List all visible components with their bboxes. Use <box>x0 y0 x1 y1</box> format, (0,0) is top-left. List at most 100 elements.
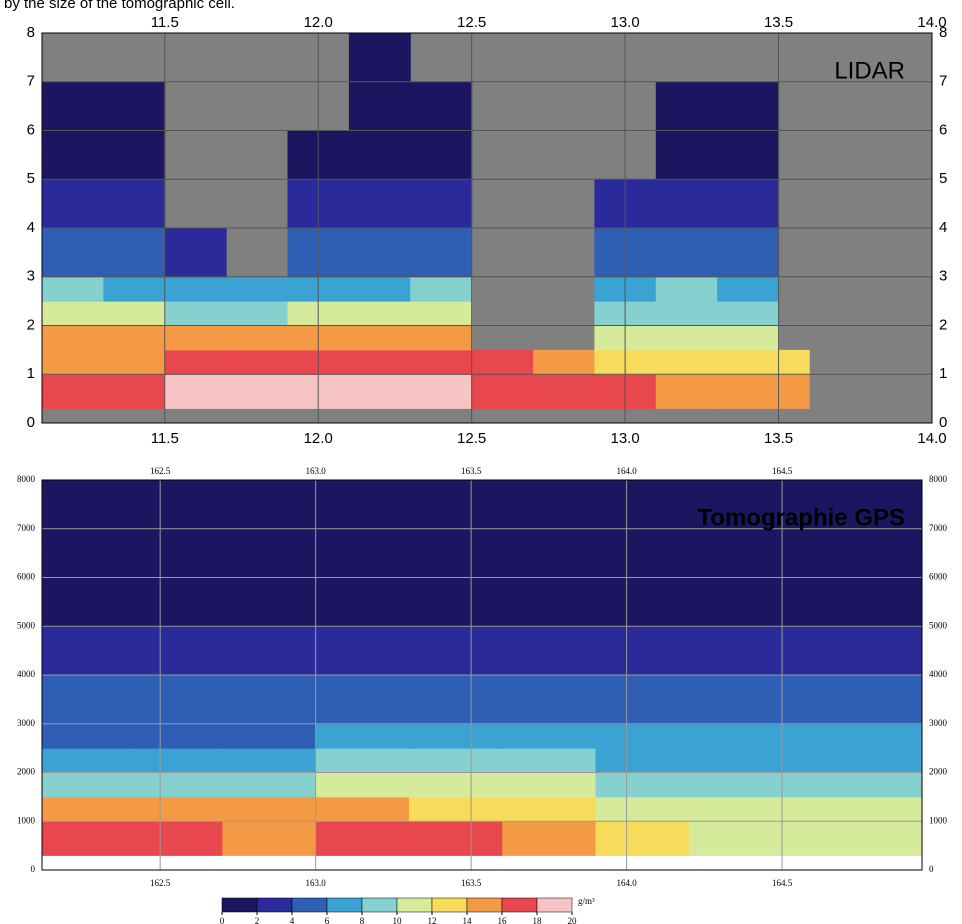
heatmap-cell <box>42 748 130 773</box>
heatmap-cell <box>595 821 690 856</box>
heatmap-cell <box>875 480 923 530</box>
heatmap-cell <box>348 228 411 278</box>
heatmap-cell <box>315 748 410 773</box>
heatmap-cell <box>103 130 166 180</box>
heatmap-cell <box>502 723 596 749</box>
x-tick-label: 13.5 <box>764 430 793 447</box>
x-tick-label-top: 164.0 <box>616 466 637 476</box>
heatmap-cell <box>129 675 223 725</box>
heatmap-cell <box>348 374 411 409</box>
colorbar-box <box>291 897 328 913</box>
heatmap-cell <box>129 480 223 530</box>
heatmap-cell <box>348 33 411 83</box>
heatmap-cell <box>595 626 690 676</box>
heatmap-cell <box>782 772 876 798</box>
heatmap-cell <box>782 626 876 676</box>
y-tick-label-right: 7000 <box>929 523 948 533</box>
heatmap-cell <box>688 772 783 798</box>
y-tick-label: 3 <box>27 268 35 285</box>
y-tick-label: 8 <box>27 24 35 41</box>
x-tick-label: 14.0 <box>917 430 946 447</box>
heatmap-cell <box>103 228 166 278</box>
heatmap-cell <box>408 723 503 749</box>
heatmap-cell <box>315 675 410 725</box>
heatmap-cell <box>782 480 876 530</box>
heatmap-cell <box>348 81 411 131</box>
y-tick-label: 1 <box>27 365 35 382</box>
heatmap-cell <box>502 480 596 530</box>
heatmap-cell <box>875 821 923 856</box>
y-tick-label-right: 7 <box>939 73 947 90</box>
heatmap-cell <box>875 748 923 773</box>
heatmap-cell <box>164 276 227 302</box>
heatmap-cell <box>42 349 104 375</box>
heatmap-cell <box>595 480 690 530</box>
heatmap-cell <box>103 349 166 375</box>
heatmap-cell <box>315 577 410 627</box>
heatmap-cell <box>655 228 718 278</box>
heatmap-cell <box>348 301 411 326</box>
x-tick-label: 11.5 <box>151 430 179 447</box>
heatmap-cell <box>655 349 718 375</box>
heatmap-cell <box>717 374 780 409</box>
colorbar-box <box>396 897 433 913</box>
heatmap-cell <box>502 626 596 676</box>
heatmap-cell <box>502 796 596 822</box>
heatmap-cell <box>103 276 166 302</box>
heatmap-cell <box>408 772 503 798</box>
y-tick-label: 2 <box>27 316 35 333</box>
heatmap-cell <box>875 528 923 578</box>
y-tick-label: 6000 <box>17 572 36 582</box>
heatmap-cell <box>595 748 690 773</box>
heatmap-cell <box>655 301 718 326</box>
y-tick-label-right: 4000 <box>929 669 948 679</box>
heatmap-cell <box>595 675 690 725</box>
y-tick-label-right: 2 <box>939 316 947 333</box>
heatmap-cell <box>222 626 317 676</box>
heatmap-cell <box>315 796 410 822</box>
heatmap-cell <box>655 325 718 351</box>
heatmap-cell <box>502 821 596 856</box>
colorbar-tick-label: 2 <box>255 916 260 924</box>
heatmap-cell <box>129 723 223 749</box>
heatmap-cell <box>875 577 923 627</box>
heatmap-cell <box>595 723 690 749</box>
heatmap-cell <box>778 349 810 375</box>
heatmap-cell <box>103 179 166 229</box>
colorbar-box <box>536 897 573 913</box>
heatmap-cell <box>778 374 810 409</box>
x-tick-label-top: 163.0 <box>306 466 327 476</box>
heatmap-cell <box>42 301 104 326</box>
heatmap-cell <box>410 81 473 131</box>
heatmap-cell <box>226 374 289 409</box>
x-tick-label: 12.0 <box>304 430 333 447</box>
y-tick-label-right: 5000 <box>929 620 948 630</box>
heatmap-cell <box>103 81 166 131</box>
heatmap-cell <box>129 528 223 578</box>
heatmap-cell <box>655 374 718 409</box>
heatmap-cell <box>226 349 289 375</box>
heatmap-cell <box>408 577 503 627</box>
heatmap-cell <box>42 480 130 530</box>
colorbar-tick-label: 14 <box>463 916 473 924</box>
heatmap-cell <box>875 772 923 798</box>
colorbar-box <box>326 897 363 913</box>
colorbar-tick-label: 20 <box>568 916 578 924</box>
heatmap-cell <box>315 772 410 798</box>
heatmap-cell <box>129 626 223 676</box>
heatmap-cell <box>408 480 503 530</box>
heatmap-cell <box>408 528 503 578</box>
heatmap-cell <box>348 276 411 302</box>
x-tick-label-top: 14.0 <box>917 14 946 31</box>
heatmap-cell <box>875 626 923 676</box>
heatmap-cell <box>315 480 410 530</box>
heatmap-cell <box>655 179 718 229</box>
heatmap-cell <box>42 626 130 676</box>
x-tick-label: 13.0 <box>611 430 640 447</box>
colorbar-unit: g/m³ <box>578 896 595 906</box>
heatmap-cell <box>226 301 289 326</box>
y-tick-label: 5 <box>27 170 35 187</box>
y-tick-label-right: 0 <box>929 864 934 874</box>
heatmap-cell <box>42 276 104 302</box>
heatmap-cell <box>782 748 876 773</box>
